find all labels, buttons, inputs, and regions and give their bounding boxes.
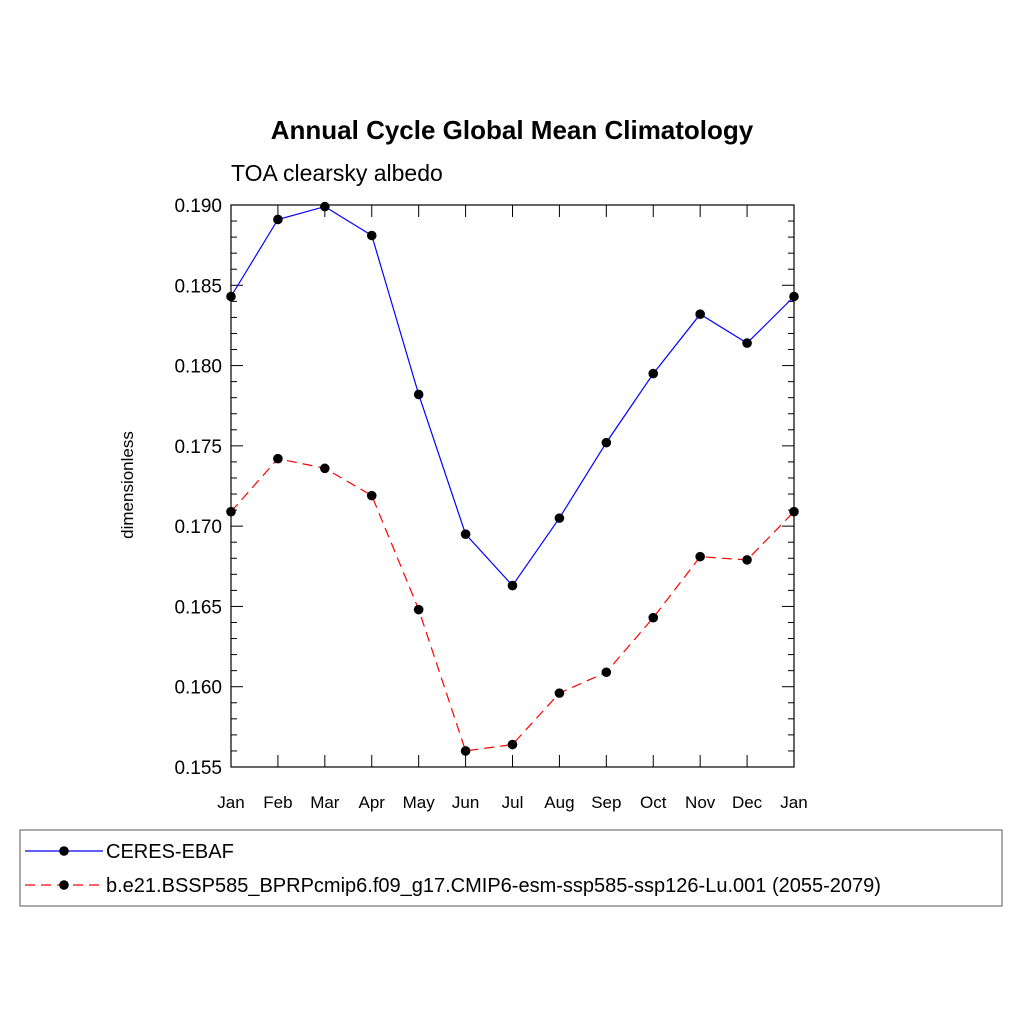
series-1-point	[648, 612, 659, 623]
x-tick-label: Jul	[502, 793, 524, 812]
series-1-point	[226, 506, 236, 517]
series-1-point	[320, 463, 330, 474]
legend-box	[19, 829, 1003, 907]
series-0-point	[226, 291, 236, 302]
series-0-point	[413, 389, 424, 400]
x-tick-labels: Jan Feb Mar Apr May Jun Jul Aug Sep Oct Nov Dec Jan	[217, 793, 807, 812]
y-axis-label: dimensionless	[118, 431, 137, 539]
series-0-point	[366, 230, 377, 241]
series-0-point	[742, 338, 752, 348]
y-tick-label: 0.185	[174, 276, 222, 297]
y-tick-labels: 0.155 0.160 0.165 0.170 0.175 0.180 0.185 0.190	[174, 196, 222, 779]
y-tick-label: 0.170	[174, 517, 222, 538]
x-tick-label: Aug	[544, 793, 574, 812]
chart-title: Annual Cycle Global Mean Climatology	[271, 115, 754, 145]
y-tick-label: 0.160	[174, 678, 222, 699]
legend-label-ceres: CERES-EBAF	[106, 841, 234, 863]
series-0-point	[460, 529, 471, 539]
series-0-point	[601, 437, 612, 448]
series-0-point	[789, 291, 799, 302]
y-tick-label: 0.180	[174, 357, 222, 378]
chart-subtitle: TOA clearsky albedo	[231, 160, 443, 186]
x-tick-label: Dec	[732, 793, 763, 812]
series-1-point	[507, 739, 518, 750]
series-layer	[226, 201, 799, 756]
legend-marker-ceres	[59, 846, 69, 856]
series-1-point	[742, 555, 752, 565]
y-tick-label: 0.190	[174, 196, 222, 217]
series-1-point	[413, 604, 424, 615]
legend: CERES-EBAF b.e21.BSSP585_BPRPcmip6.f09_g…	[19, 829, 1003, 907]
series-1-point	[460, 746, 471, 756]
series-1-point	[695, 551, 705, 562]
x-tick-label: Oct	[640, 793, 667, 812]
series-line-1	[230, 458, 795, 752]
x-tick-label: Nov	[685, 793, 716, 812]
y-tick-label: 0.165	[174, 597, 222, 618]
legend-marker-model	[59, 880, 69, 890]
axis-ticks	[230, 204, 795, 768]
series-0-point	[695, 309, 705, 319]
series-0-point	[320, 201, 330, 212]
series-0-point	[507, 580, 518, 591]
series-1-point	[554, 688, 565, 698]
x-tick-label: Mar	[310, 793, 340, 812]
plot-frame	[230, 204, 795, 768]
y-tick-label: 0.155	[174, 758, 222, 779]
series-1-point	[366, 490, 377, 501]
series-1-point	[789, 506, 799, 517]
y-tick-label: 0.175	[174, 437, 222, 458]
series-1-point	[273, 453, 283, 464]
x-tick-label: May	[403, 793, 436, 812]
x-tick-label: Feb	[263, 793, 292, 812]
series-0-point	[554, 513, 565, 523]
legend-label-model: b.e21.BSSP585_BPRPcmip6.f09_g17.CMIP6-es…	[106, 875, 881, 897]
series-0-point	[273, 214, 283, 225]
x-tick-label: Apr	[359, 793, 386, 812]
x-tick-label: Jun	[452, 793, 479, 812]
x-tick-label: Jan	[217, 793, 244, 812]
x-tick-label: Sep	[591, 793, 621, 812]
series-0-point	[648, 368, 659, 379]
x-tick-label: Jan	[780, 793, 807, 812]
series-1-point	[601, 667, 612, 678]
series-line-0	[230, 205, 795, 587]
